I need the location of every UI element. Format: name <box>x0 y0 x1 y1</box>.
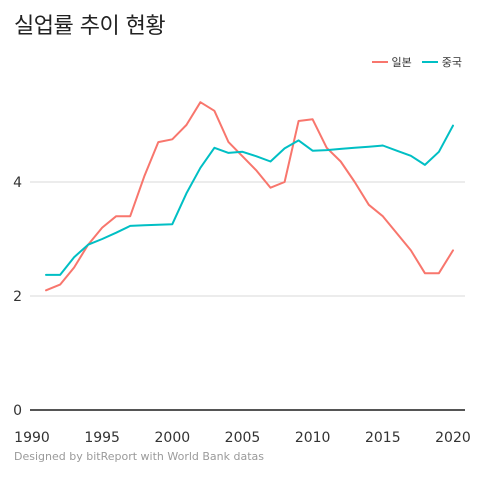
legend-item-china: 중국 <box>421 54 462 70</box>
chart-legend: 일본 중국 <box>371 54 462 70</box>
legend-swatch-china <box>421 61 438 63</box>
x-tick-label-2005: 2005 <box>225 430 261 446</box>
y-tick-label-4: 4 <box>13 175 22 191</box>
chart-title: 실업률 추이 현황 <box>14 14 166 39</box>
tick-labels: 0 2 4 1990 1995 2000 2005 2010 2015 2020 <box>13 175 471 446</box>
series-lines <box>45 101 454 292</box>
legend-item-japan: 일본 <box>371 54 412 70</box>
legend-label-japan: 일본 <box>391 56 412 69</box>
y-tick-label-0: 0 <box>13 403 22 419</box>
y-tick-label-2: 2 <box>13 289 22 305</box>
grid-lines <box>30 181 465 297</box>
x-tick-label-2020: 2020 <box>435 430 471 446</box>
legend-label-china: 중국 <box>441 56 462 69</box>
x-tick-label-1990: 1990 <box>14 430 50 446</box>
x-tick-label-2000: 2000 <box>155 430 191 446</box>
series-line-0 <box>45 101 454 292</box>
x-tick-label-2010: 2010 <box>295 430 331 446</box>
series-line-1 <box>45 124 454 276</box>
source-caption: Designed by bitReport with World Bank da… <box>14 450 265 463</box>
x-tick-label-2015: 2015 <box>365 430 401 446</box>
legend-swatch-japan <box>371 61 388 63</box>
x-tick-label-1995: 1995 <box>84 430 120 446</box>
